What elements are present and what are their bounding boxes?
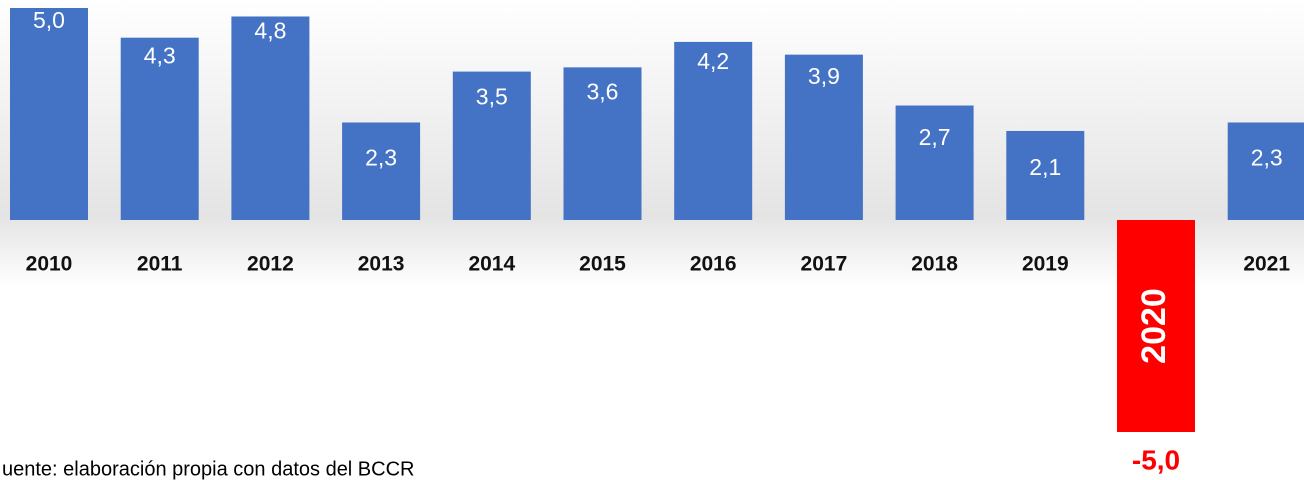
bar — [1117, 220, 1195, 432]
bar — [10, 8, 88, 220]
x-tick-label: 2016 — [690, 253, 737, 276]
bar — [1227, 122, 1304, 220]
bar — [452, 71, 531, 220]
value-label: 4,2 — [697, 48, 729, 74]
value-label: 2,3 — [1251, 144, 1283, 170]
x-tick-label: 2019 — [1022, 253, 1069, 276]
x-tick-label: 2021 — [1243, 253, 1290, 276]
bar — [1006, 130, 1085, 220]
bar — [342, 122, 421, 220]
bar — [563, 67, 642, 220]
value-label: 4,8 — [254, 17, 286, 43]
bar — [231, 16, 310, 221]
x-tick-label: 2020 — [1135, 288, 1173, 364]
source-note: uente: elaboración propia con datos del … — [2, 458, 414, 480]
value-label: 3,5 — [476, 83, 508, 109]
value-label: 4,3 — [144, 43, 176, 69]
bar — [895, 105, 974, 220]
x-tick-label: 2014 — [468, 253, 515, 276]
x-tick-label: 2018 — [911, 253, 958, 276]
value-label: 2,7 — [919, 124, 951, 150]
bar — [120, 37, 199, 221]
x-tick-label: 2015 — [579, 253, 626, 276]
x-tick-label: 2013 — [358, 253, 405, 276]
x-tick-label: 2017 — [801, 253, 848, 276]
bar — [784, 54, 863, 220]
value-label: 3,6 — [587, 78, 619, 104]
value-label: 3,9 — [808, 63, 840, 89]
x-tick-label: 2010 — [26, 253, 73, 276]
value-label: -5,0 — [1132, 444, 1180, 475]
value-label: 5,0 — [33, 7, 65, 33]
x-tick-label: 2012 — [247, 253, 294, 276]
bar — [674, 41, 753, 220]
value-label: 2,1 — [1029, 154, 1061, 180]
value-label: 2,3 — [365, 144, 397, 170]
x-tick-label: 2011 — [137, 253, 183, 276]
